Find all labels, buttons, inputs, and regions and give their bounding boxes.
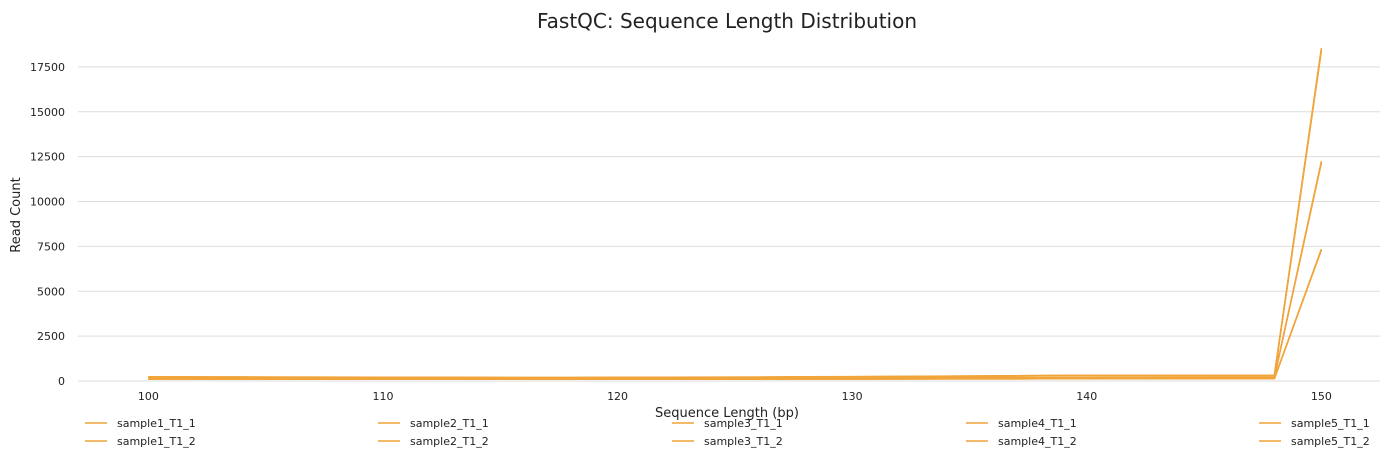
x-tick-label: 100 [138,390,159,403]
legend-label: sample4_T1_2 [998,435,1077,448]
y-tick-label: 7500 [37,240,65,253]
legend-label: sample2_T1_1 [410,417,489,430]
series-lines [148,47,1323,381]
legend: sample1_T1_1sample1_T1_2sample2_T1_1samp… [85,417,1370,448]
legend-label: sample1_T1_1 [117,417,196,430]
x-tick-label: 150 [1311,390,1332,403]
legend-label: sample2_T1_2 [410,435,489,448]
y-tick-label: 5000 [37,285,65,298]
x-tick-label: 130 [842,390,863,403]
x-axis-ticks: 100 110 120 130 140 150 [138,390,1332,403]
x-tick-label: 120 [607,390,628,403]
legend-label: sample1_T1_2 [117,435,196,448]
x-tick-label: 140 [1076,390,1097,403]
series-line-sample1_T1_2 [148,49,1323,379]
series-line-sample3_T1_1 [148,248,1323,380]
x-axis-label: Sequence Length (bp) [655,406,799,421]
y-tick-label: 10000 [30,196,65,209]
y-tick-label: 2500 [37,330,65,343]
chart-title: FastQC: Sequence Length Distribution [537,9,917,33]
legend-label: sample3_T1_2 [704,435,783,448]
y-axis-ticks: 0 2500 5000 7500 10000 12500 15000 17500 [30,61,65,388]
series-line-sample5_T1_1 [148,50,1323,379]
series-line-sample3_T1_2 [148,249,1323,381]
series-line-sample4_T1_2 [148,160,1323,380]
series-line-sample2_T1_2 [148,162,1323,380]
y-tick-label: 12500 [30,151,65,164]
series-line-sample2_T1_1 [148,161,1323,380]
legend-label: sample5_T1_2 [1291,435,1370,448]
series-line-sample1_T1_1 [148,48,1323,379]
y-tick-label: 17500 [30,61,65,74]
y-tick-label: 0 [58,375,65,388]
y-tick-label: 15000 [30,106,65,119]
series-line-sample4_T1_1 [148,47,1323,379]
series-line-sample5_T1_2 [148,249,1323,380]
legend-label: sample3_T1_1 [704,417,783,430]
legend-label: sample4_T1_1 [998,417,1077,430]
legend-label: sample5_T1_1 [1291,417,1370,430]
x-tick-label: 110 [372,390,393,403]
y-axis-label: Read Count [9,177,24,252]
gridlines [78,66,1380,382]
